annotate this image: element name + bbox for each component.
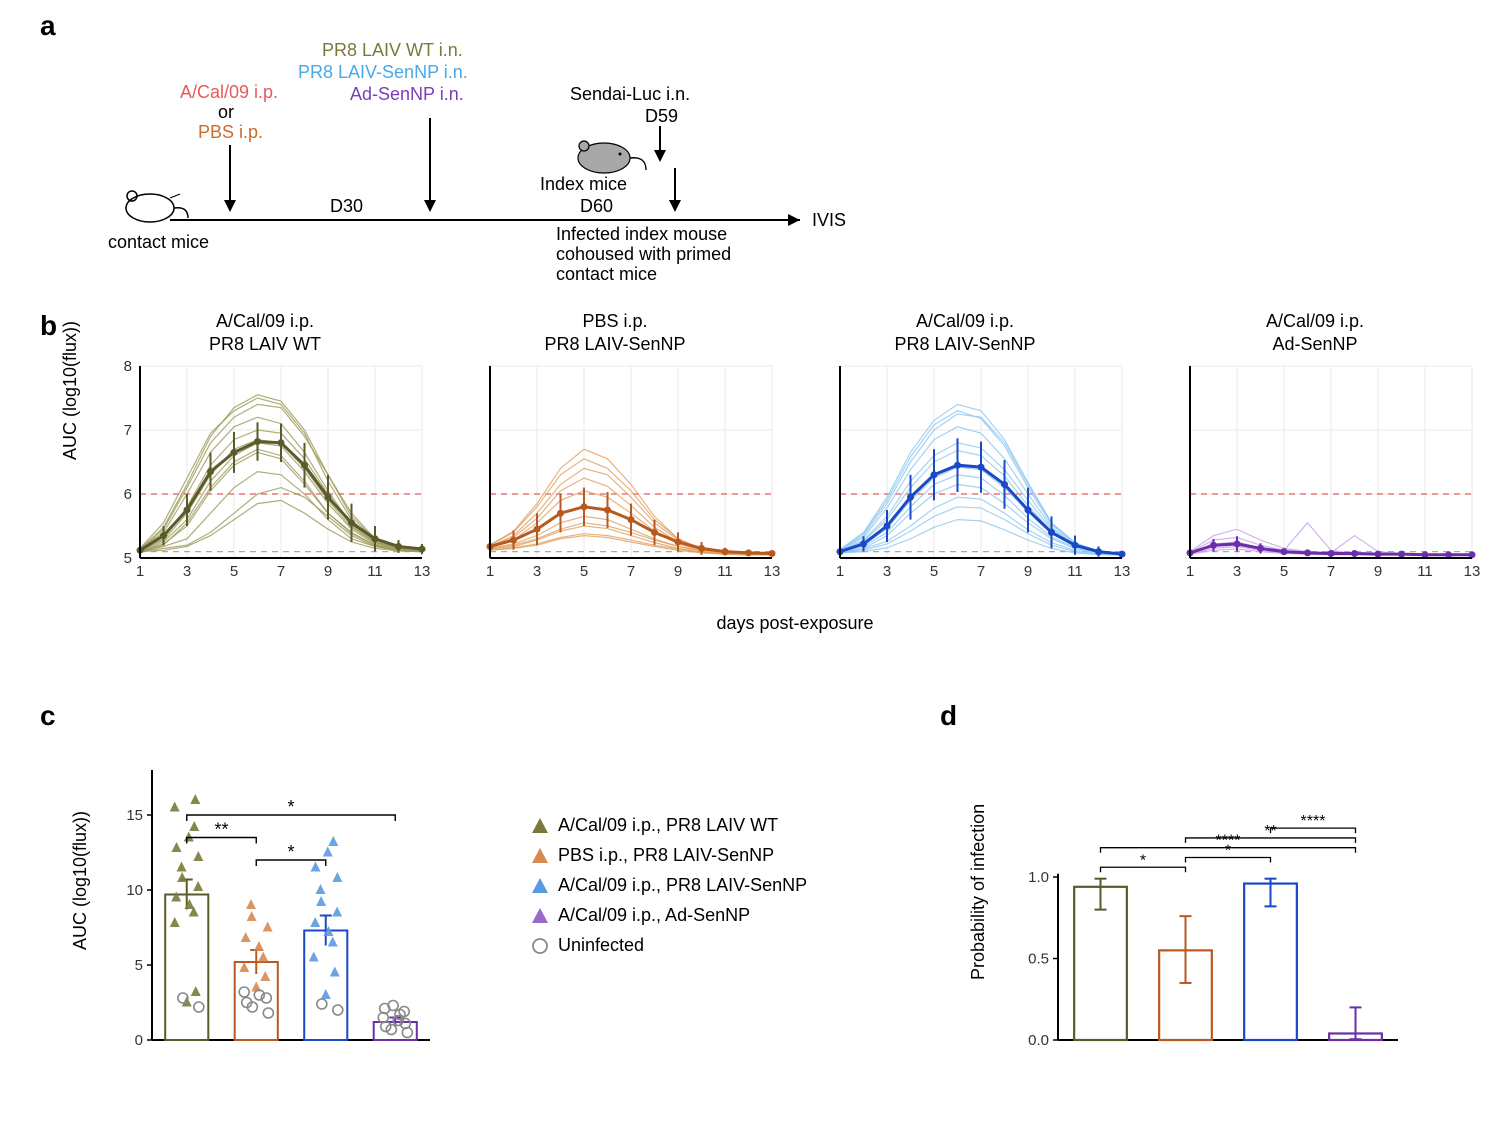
- panel-label-c: c: [40, 700, 56, 732]
- timeline-diagram: IVIS contact mice A/Cal/09 i.p. or PBS i…: [100, 40, 940, 300]
- svg-text:9: 9: [1374, 563, 1382, 580]
- svg-text:11: 11: [717, 563, 733, 580]
- panel-d-chart: 0.00.51.0************: [1010, 730, 1410, 1060]
- index-mice-label: Index mice: [540, 174, 627, 194]
- laiv-wt-text: PR8 LAIV WT i.n.: [322, 40, 463, 60]
- svg-text:5: 5: [135, 957, 143, 974]
- panel-b: b AUC (log10(flux)) A/Cal/09 i.p.PR8 LAI…: [40, 310, 1470, 630]
- svg-text:**: **: [214, 820, 228, 840]
- sendai-text: Sendai-Luc i.n.: [570, 84, 690, 104]
- panel-a: a IVIS contact mice A/Cal/09 i.p. or PBS…: [40, 10, 940, 290]
- panel-label-d: d: [940, 700, 957, 732]
- svg-text:1.0: 1.0: [1028, 869, 1049, 886]
- panel-label-a: a: [40, 10, 56, 42]
- index-mouse-icon: [578, 141, 646, 173]
- svg-text:13: 13: [414, 563, 430, 580]
- svg-text:7: 7: [1327, 563, 1335, 580]
- panel-c-ylabel: AUC (log10(flux)): [70, 811, 91, 950]
- d59-text: D59: [645, 106, 678, 126]
- legend: A/Cal/09 i.p., PR8 LAIV WTPBS i.p., PR8 …: [530, 810, 807, 960]
- legend-item-0: A/Cal/09 i.p., PR8 LAIV WT: [530, 810, 807, 840]
- legend-item-1: PBS i.p., PR8 LAIV-SenNP: [530, 840, 807, 870]
- svg-text:1: 1: [486, 563, 494, 580]
- panel-b-chart-3: A/Cal/09 i.p.Ad-SenNP135791113: [1150, 310, 1480, 588]
- panel-b-xlabel: days post-exposure: [100, 613, 1490, 634]
- svg-text:1: 1: [136, 563, 144, 580]
- legend-item-2: A/Cal/09 i.p., PR8 LAIV-SenNP: [530, 870, 807, 900]
- contact-mice-label: contact mice: [108, 232, 209, 252]
- svg-text:5: 5: [930, 563, 938, 580]
- svg-text:3: 3: [533, 563, 541, 580]
- svg-text:5: 5: [580, 563, 588, 580]
- acal-text: A/Cal/09 i.p.: [180, 82, 278, 102]
- laiv-sen-text: PR8 LAIV-SenNP i.n.: [298, 62, 468, 82]
- panel-b-chart-0: A/Cal/09 i.p.PR8 LAIV WT5678135791113: [100, 310, 430, 588]
- svg-text:10: 10: [126, 882, 143, 899]
- d30-text: D30: [330, 196, 363, 216]
- svg-text:9: 9: [674, 563, 682, 580]
- svg-text:7: 7: [627, 563, 635, 580]
- contact-mouse-icon: [126, 191, 188, 222]
- svg-text:7: 7: [124, 422, 132, 439]
- svg-text:15: 15: [126, 807, 143, 824]
- svg-text:3: 3: [883, 563, 891, 580]
- svg-text:8: 8: [124, 358, 132, 375]
- svg-text:*: *: [1140, 852, 1146, 869]
- d60-text: D60: [580, 196, 613, 216]
- svg-text:13: 13: [764, 563, 780, 580]
- panel-b-chart-1: PBS i.p.PR8 LAIV-SenNP135791113: [450, 310, 780, 588]
- svg-text:0.5: 0.5: [1028, 951, 1049, 968]
- svg-text:*: *: [287, 797, 294, 817]
- legend-item-3: A/Cal/09 i.p., Ad-SenNP: [530, 900, 807, 930]
- panel-b-chart-2: A/Cal/09 i.p.PR8 LAIV-SenNP135791113: [800, 310, 1130, 588]
- svg-text:13: 13: [1114, 563, 1130, 580]
- svg-text:1: 1: [1186, 563, 1194, 580]
- svg-text:9: 9: [1024, 563, 1032, 580]
- pbs-text: PBS i.p.: [198, 122, 263, 142]
- panel-c-chart: 051015****: [110, 730, 440, 1060]
- ivis-text: IVIS: [812, 210, 846, 230]
- svg-text:11: 11: [1417, 563, 1433, 580]
- legend-item-4: Uninfected: [530, 930, 807, 960]
- svg-text:5: 5: [230, 563, 238, 580]
- svg-text:0.0: 0.0: [1028, 1032, 1049, 1049]
- svg-text:6: 6: [124, 486, 132, 503]
- svg-text:****: ****: [1301, 813, 1326, 830]
- svg-text:0: 0: [135, 1032, 143, 1049]
- panel-label-b: b: [40, 310, 57, 342]
- panel-c: c AUC (log10(flux)) 051015****: [40, 700, 460, 1080]
- svg-text:*: *: [287, 842, 294, 862]
- svg-text:5: 5: [1280, 563, 1288, 580]
- cohousing-l1: Infected index mouse: [556, 224, 727, 244]
- svg-text:7: 7: [277, 563, 285, 580]
- ad-sen-text: Ad-SenNP i.n.: [350, 84, 464, 104]
- svg-text:11: 11: [1067, 563, 1083, 580]
- svg-text:11: 11: [367, 563, 383, 580]
- panel-d: d Probability of infection 0.00.51.0****…: [940, 700, 1440, 1080]
- or-text: or: [218, 102, 234, 122]
- panel-b-ylabel: AUC (log10(flux)): [60, 321, 81, 460]
- cohousing-l2: cohoused with primed: [556, 244, 731, 264]
- svg-text:****: ****: [1216, 833, 1241, 850]
- svg-text:3: 3: [183, 563, 191, 580]
- panel-d-ylabel: Probability of infection: [968, 804, 989, 980]
- svg-text:7: 7: [977, 563, 985, 580]
- svg-text:1: 1: [836, 563, 844, 580]
- svg-text:3: 3: [1233, 563, 1241, 580]
- svg-text:5: 5: [124, 550, 132, 567]
- svg-text:13: 13: [1464, 563, 1480, 580]
- cohousing-l3: contact mice: [556, 264, 657, 284]
- svg-text:9: 9: [324, 563, 332, 580]
